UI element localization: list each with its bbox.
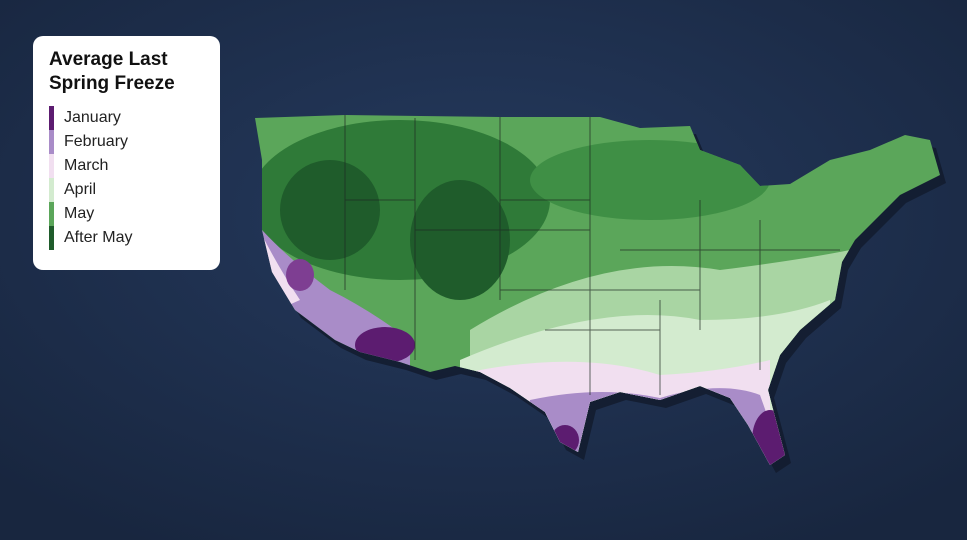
legend-label: March bbox=[64, 157, 109, 174]
legend-title: Average Last Spring Freeze bbox=[49, 49, 175, 94]
legend-label: February bbox=[64, 133, 129, 150]
state-lines bbox=[344, 115, 840, 395]
legend-swatch bbox=[49, 154, 54, 178]
legend-items: January February March April May After May bbox=[49, 106, 206, 250]
legend-label: After May bbox=[64, 229, 133, 246]
legend-item: After May bbox=[49, 226, 206, 250]
legend-label: May bbox=[64, 205, 95, 222]
legend-swatch bbox=[49, 106, 54, 130]
legend-item: March bbox=[49, 154, 206, 178]
zone-after-may bbox=[410, 180, 510, 300]
zone-january bbox=[355, 327, 415, 363]
legend-item: May bbox=[49, 202, 206, 226]
zone-after-may bbox=[280, 160, 380, 260]
legend: Average Last Spring Freeze January Februa… bbox=[33, 36, 220, 270]
legend-swatch bbox=[49, 178, 54, 202]
legend-swatch bbox=[49, 130, 54, 154]
legend-label: January bbox=[64, 109, 121, 126]
legend-item: February bbox=[49, 130, 206, 154]
legend-swatch bbox=[49, 202, 54, 226]
legend-item: January bbox=[49, 106, 206, 130]
legend-swatch bbox=[49, 226, 54, 250]
legend-item: April bbox=[49, 178, 206, 202]
legend-label: April bbox=[64, 181, 97, 198]
zone-january bbox=[286, 259, 314, 291]
